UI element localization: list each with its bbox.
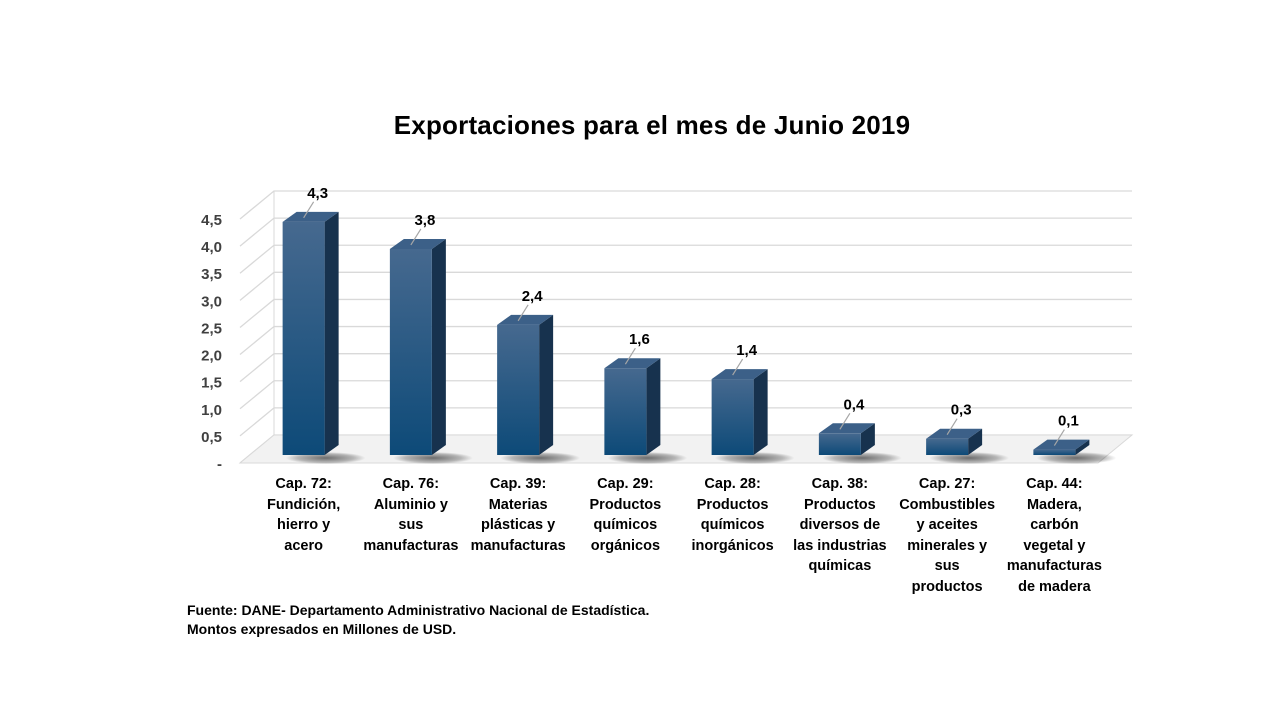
gridline: [239, 407, 1132, 437]
leader-line: [624, 347, 636, 365]
bar-side: [860, 423, 875, 455]
leader-line: [303, 201, 315, 219]
bar-top: [818, 423, 875, 434]
gridline: [239, 325, 1132, 356]
y-tick-label: 2,5: [201, 320, 222, 337]
bar: [282, 221, 325, 455]
bar-side: [539, 314, 554, 455]
y-tick-label: 4,0: [201, 239, 222, 256]
bars: [282, 211, 1117, 464]
leader-line: [732, 358, 744, 376]
y-tick-label: 0,5: [201, 429, 222, 446]
bar-side: [1075, 439, 1090, 455]
y-tick-label: 1,5: [201, 375, 222, 392]
gridline: [239, 190, 1132, 220]
bar: [926, 438, 969, 455]
gridline: [239, 353, 1132, 383]
bar-side: [431, 238, 446, 455]
data-label: 2,4: [522, 288, 544, 305]
gridline: [239, 298, 1132, 328]
chart-title: Exportaciones para el mes de Junio 2019: [393, 110, 911, 140]
data-label: 0,4: [843, 396, 865, 413]
y-tick-label: 1,0: [201, 402, 222, 419]
gridline: [239, 271, 1132, 301]
bar-side: [753, 369, 768, 455]
data-labels: 4,3 3,8 2,4 1,6 1,4 0,4 0,3 0,1: [303, 185, 1079, 446]
leader-line: [946, 418, 958, 436]
gridline: [239, 244, 1132, 274]
bar: [604, 368, 647, 455]
units-line: Montos expresados en Millones de USD.: [187, 621, 457, 637]
gridline: [239, 217, 1132, 247]
leader-line: [839, 412, 851, 430]
source-line: Fuente: DANE- Departamento Administrativ…: [187, 602, 650, 618]
y-tick-label: -: [217, 456, 222, 473]
data-label: 0,3: [951, 402, 972, 419]
leader-line: [1053, 429, 1065, 446]
bar-top: [604, 358, 661, 369]
gridlines: [238, 190, 1134, 464]
y-tick-label: 3,5: [201, 266, 222, 283]
leader-line: [410, 228, 422, 246]
data-label: 3,8: [414, 212, 435, 229]
y-tick-label: 4,5: [201, 212, 222, 229]
bar-side: [968, 428, 983, 455]
y-axis: - 0,5 1,0 1,5 2,0 2,5 3,0 3,5 4,0 4,5: [201, 212, 222, 473]
bar-top: [926, 428, 983, 439]
bar: [497, 324, 540, 455]
leader-line: [517, 304, 529, 322]
bar: [711, 379, 754, 455]
gridline: [239, 380, 1132, 410]
bar-top: [389, 238, 446, 249]
bar: [1033, 449, 1076, 455]
bar-top: [711, 369, 768, 380]
bar: [818, 433, 861, 455]
bar-top: [497, 314, 554, 325]
data-label: 0,1: [1058, 413, 1079, 430]
data-label: 4,3: [307, 185, 328, 202]
bar-top: [1033, 439, 1090, 450]
y-tick-label: 2,0: [201, 348, 222, 365]
bar-side: [324, 211, 339, 455]
bar: [389, 248, 432, 455]
y-tick-label: 3,0: [201, 293, 222, 310]
bar-top: [282, 211, 339, 222]
bar-side: [646, 358, 661, 455]
data-label: 1,4: [736, 342, 758, 359]
data-label: 1,6: [629, 331, 650, 348]
source-note: Fuente: DANE- Departamento Administrativ…: [187, 601, 649, 639]
